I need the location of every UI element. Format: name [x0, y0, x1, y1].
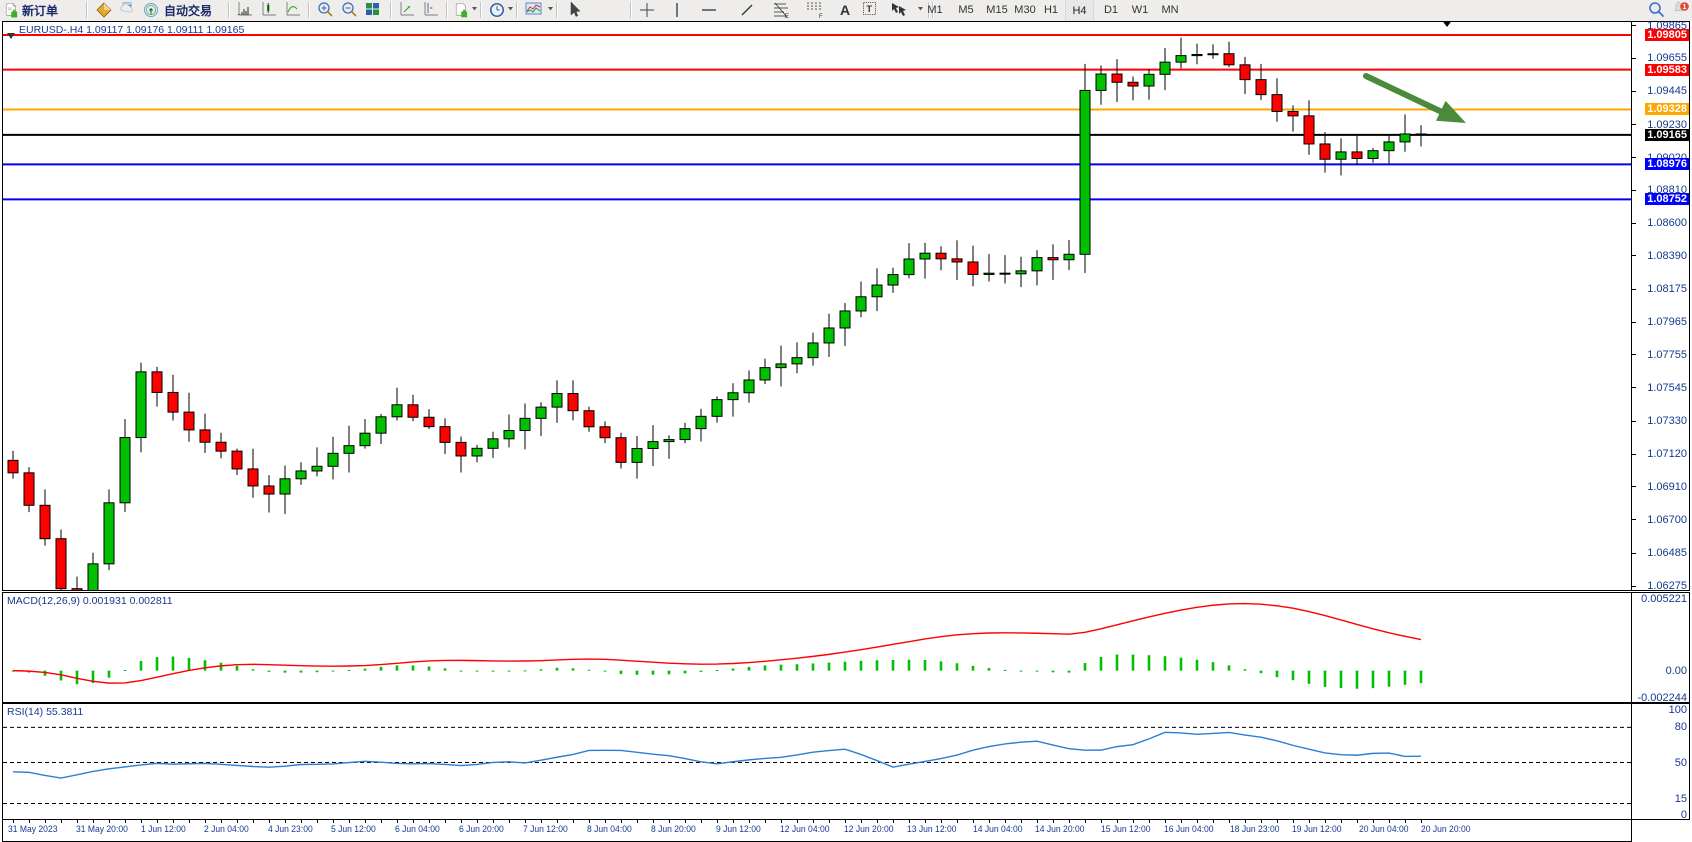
svg-text:F: F [819, 14, 823, 19]
svg-text:1: 1 [1683, 4, 1687, 11]
svg-text:T: T [867, 4, 873, 14]
svg-text:E: E [785, 14, 789, 19]
